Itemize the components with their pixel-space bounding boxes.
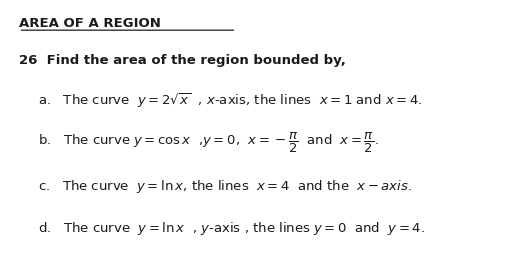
Text: d.   The curve  $y = \ln x$  , $y$-axis , the lines $y = 0$  and  $y = 4$.: d. The curve $y = \ln x$ , $y$-axis , th…: [38, 220, 425, 237]
Text: b.   The curve $y = \cos x$  ,$y = 0$,  $x = -\dfrac{\pi}{2}$  and  $x = \dfrac{: b. The curve $y = \cos x$ ,$y = 0$, $x =…: [38, 131, 378, 155]
Text: 26  Find the area of the region bounded by,: 26 Find the area of the region bounded b…: [18, 54, 345, 67]
Text: c.   The curve  $y = \ln x$, the lines  $x = 4$  and the  $x-axis$.: c. The curve $y = \ln x$, the lines $x =…: [38, 177, 411, 195]
Text: AREA OF A REGION: AREA OF A REGION: [18, 17, 161, 29]
Text: a.   The curve  $y = 2\sqrt{x}$  , $x$-axis, the lines  $x = 1$ and $x = 4$.: a. The curve $y = 2\sqrt{x}$ , $x$-axis,…: [38, 91, 422, 110]
